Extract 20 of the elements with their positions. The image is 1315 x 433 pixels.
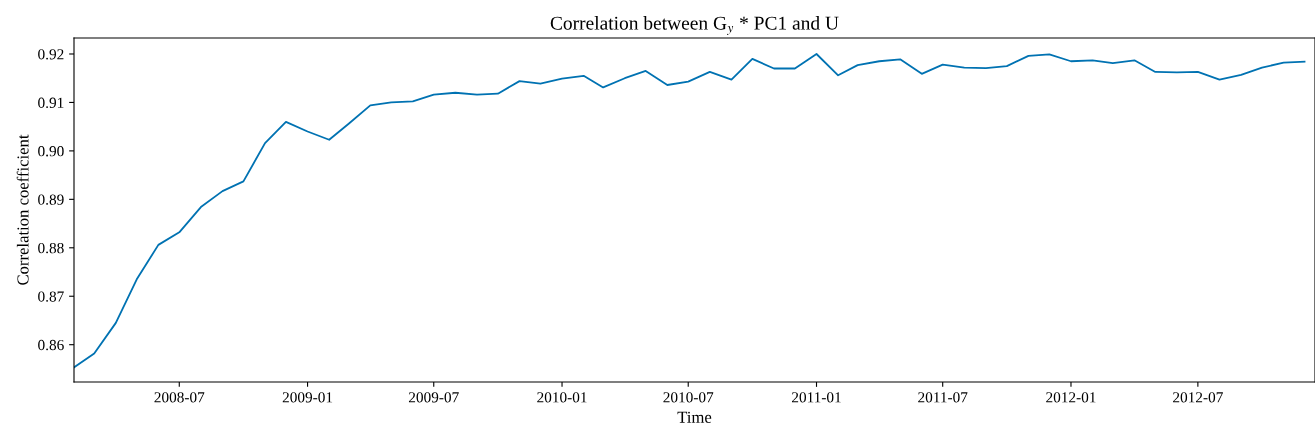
x-tick-label: 2012-07 [1173, 392, 1223, 403]
x-axis-title: Time [677, 411, 712, 423]
x-tick-label: 2011-01 [792, 392, 841, 403]
y-tick-label: 0.91 [38, 97, 64, 108]
y-axis-title: Correlation coefficient [16, 134, 29, 285]
chart-title: Correlation between G$_{y}$ * PC1 and U [550, 16, 839, 35]
y-tick-label: 0.89 [38, 194, 64, 205]
line-series [74, 53, 1306, 369]
y-tick-label: 0.92 [38, 49, 64, 60]
y-tick-label: 0.90 [38, 146, 64, 157]
y-tick-label: 0.86 [38, 339, 64, 351]
x-tick-label: 2008-07 [154, 392, 205, 403]
y-tick-label: 0.88 [38, 242, 64, 254]
x-tick-label: 2012-01 [1046, 392, 1096, 403]
x-tick-label: 2009-01 [282, 392, 333, 403]
x-tick-label: 2011-07 [918, 392, 968, 403]
x-tick-label: 2010-07 [663, 392, 714, 403]
x-tick-label: 2009-07 [408, 392, 459, 403]
x-tick-label: 2010-01 [537, 392, 587, 403]
y-tick-label: 0.87 [38, 291, 64, 302]
